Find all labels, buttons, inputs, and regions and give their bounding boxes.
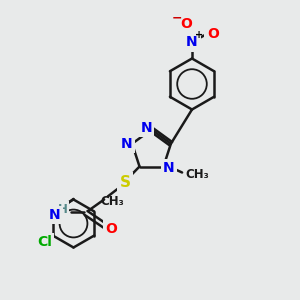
Text: N: N [186, 35, 198, 49]
Text: N: N [121, 137, 133, 151]
Text: CH₃: CH₃ [100, 195, 124, 208]
Text: O: O [181, 17, 193, 31]
Text: −: − [172, 11, 182, 25]
Text: S: S [120, 175, 130, 190]
Text: N: N [140, 121, 152, 135]
Text: N: N [163, 161, 175, 175]
Text: H: H [58, 203, 68, 216]
Text: O: O [105, 222, 117, 236]
Text: O: O [207, 27, 219, 40]
Text: +: + [195, 30, 204, 40]
Text: CH₃: CH₃ [185, 168, 209, 182]
Text: Cl: Cl [37, 235, 52, 249]
Text: N: N [49, 208, 61, 222]
